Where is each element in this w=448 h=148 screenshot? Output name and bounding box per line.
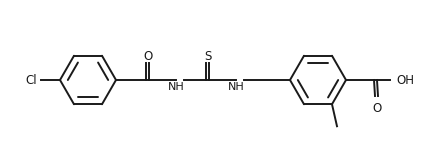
Text: NH: NH [168, 82, 185, 92]
Text: Cl: Cl [26, 74, 37, 86]
Text: NH: NH [228, 82, 244, 92]
Text: OH: OH [396, 74, 414, 86]
Text: O: O [372, 102, 382, 115]
Text: O: O [143, 49, 152, 62]
Text: S: S [204, 49, 211, 62]
